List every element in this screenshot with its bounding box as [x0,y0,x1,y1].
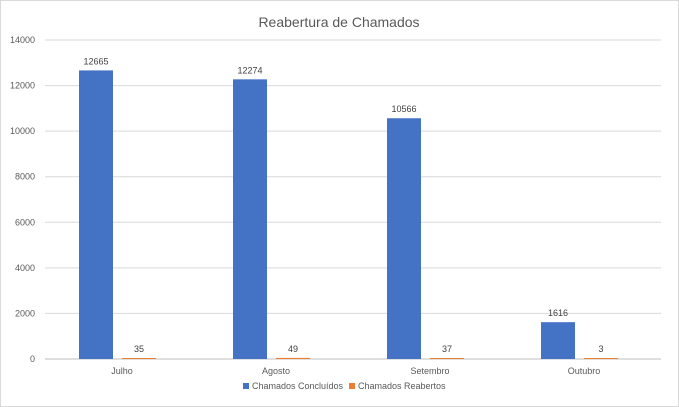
data-label: 3 [598,344,603,354]
data-label: 49 [288,344,298,354]
x-tick-label: Setembro [410,366,449,376]
data-label: 37 [442,344,452,354]
x-tick-label: Julho [111,366,133,376]
x-axis-ticks: Julho Agosto Setembro Outubro [111,366,600,376]
bar-reabertos-julho [122,358,156,359]
x-tick-label: Outubro [568,366,601,376]
data-label: 1616 [548,308,568,318]
y-tick-label: 10000 [10,126,35,136]
bar-concluidos-outubro [541,322,575,359]
data-labels: 12665 35 12274 49 10566 37 1616 3 [83,56,603,354]
x-tick-label: Agosto [262,366,290,376]
legend-label: Chamados Reabertos [358,381,446,391]
grid-lines [45,39,661,360]
y-tick-label: 2000 [15,308,35,318]
legend-swatch [243,383,249,389]
y-tick-label: 0 [30,354,35,364]
y-tick-label: 4000 [15,263,35,273]
y-tick-label: 12000 [10,81,35,91]
y-tick-label: 8000 [15,172,35,182]
legend: Chamados Concluídos Chamados Reabertos [243,381,446,391]
data-label: 10566 [391,104,416,114]
bar-concluidos-agosto [233,79,267,360]
bars [79,70,618,360]
data-label: 12665 [83,56,108,66]
y-tick-label: 6000 [15,217,35,227]
legend-label: Chamados Concluídos [252,381,344,391]
bar-reabertos-outubro [584,358,618,359]
bar-concluidos-setembro [387,118,421,359]
bar-reabertos-setembro [430,358,464,359]
y-axis-ticks: 0 2000 4000 6000 8000 10000 12000 14000 [10,35,35,364]
y-tick-label: 14000 [10,35,35,45]
data-label: 12274 [237,65,262,75]
chart-title: Reabertura de Chamados [258,14,419,30]
legend-swatch [349,383,355,389]
bar-reabertos-agosto [276,357,310,359]
bar-concluidos-julho [79,70,113,359]
data-label: 35 [134,344,144,354]
